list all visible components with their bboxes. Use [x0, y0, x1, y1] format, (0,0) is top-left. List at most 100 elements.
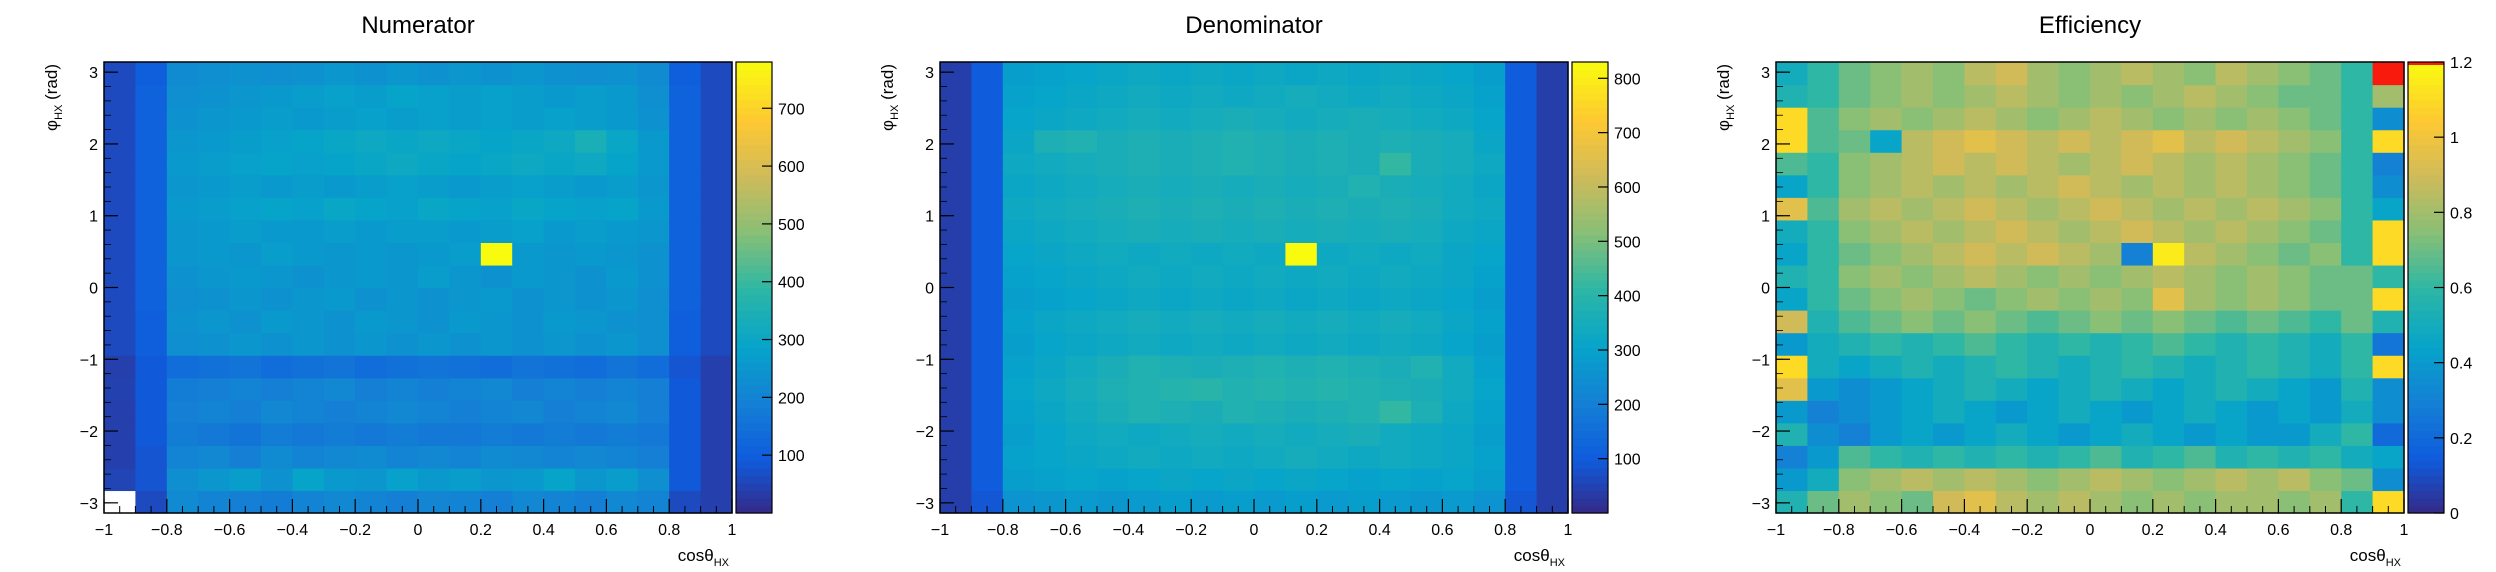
heatmap-cell	[1807, 84, 1840, 108]
heatmap-cell	[1473, 422, 1506, 446]
heatmap-cell	[1964, 219, 1997, 243]
heatmap-cell	[323, 445, 356, 469]
heatmap-cell	[292, 219, 325, 243]
heatmap-cell	[1348, 445, 1381, 469]
heatmap-cell	[1316, 84, 1349, 108]
heatmap-cell	[1348, 174, 1381, 198]
colorbar-segment	[2408, 302, 2444, 311]
heatmap-cell	[700, 129, 733, 153]
heatmap-cell	[1411, 422, 1443, 446]
heatmap-cell	[480, 84, 513, 108]
heatmap-cell	[1995, 264, 2028, 289]
heatmap-cell	[2215, 152, 2248, 176]
colorbar-segment	[1572, 445, 1608, 454]
heatmap-cell	[1901, 467, 1934, 492]
heatmap-cell	[2121, 310, 2154, 334]
heatmap-cell	[2090, 332, 2122, 356]
heatmap-cell	[1995, 62, 2028, 86]
heatmap-cell	[637, 152, 670, 176]
colorbar-segment	[736, 355, 772, 364]
heatmap-cell	[637, 197, 670, 221]
colorbar-segment	[1572, 167, 1608, 176]
heatmap-cell	[1034, 377, 1067, 401]
heatmap-cell	[637, 377, 670, 401]
heatmap-cell	[2027, 377, 2060, 401]
heatmap-cell	[1901, 287, 1934, 311]
heatmap-cell	[1191, 264, 1224, 289]
heatmap-cell	[1379, 219, 1412, 243]
heatmap-cell	[1065, 152, 1098, 176]
heatmap-cell	[2090, 152, 2122, 176]
heatmap-cell	[1442, 242, 1475, 266]
heatmap-cell	[1065, 490, 1098, 514]
heatmap-cell	[355, 355, 388, 379]
heatmap-cell	[1838, 355, 1871, 379]
heatmap-cell	[418, 129, 450, 153]
heatmap-cell	[1379, 129, 1412, 153]
heatmap-cell	[292, 422, 325, 446]
heatmap-cell	[575, 174, 607, 198]
heatmap-cell	[1316, 129, 1349, 153]
heatmap-cell	[2372, 467, 2405, 492]
heatmap-cell	[1473, 174, 1506, 198]
heatmap-cell	[418, 152, 450, 176]
heatmap-cell	[2247, 174, 2279, 198]
heatmap-cell	[166, 219, 199, 243]
heatmap-cell	[1379, 445, 1412, 469]
heatmap-cell	[2341, 490, 2374, 514]
heatmap-cell	[104, 152, 136, 176]
heatmap-cell	[2215, 107, 2248, 131]
chart-panel-2: −1 −0.8 −0.6 −0.4 −0.2 0 0.2 0.4 0.6 0.8 1 −3 −2 −1 0 1…	[878, 12, 1641, 569]
heatmap-cell	[166, 84, 199, 108]
heatmap-cell	[449, 107, 482, 131]
heatmap-cell	[355, 445, 388, 469]
colorbar-segment	[1572, 152, 1608, 161]
heatmap-cell	[1379, 62, 1412, 86]
colorbar-segment	[736, 452, 772, 461]
heatmap-cell	[2372, 62, 2405, 86]
heatmap-cell	[229, 174, 262, 198]
heatmap-cell	[1002, 84, 1035, 108]
colorbar-segment	[736, 182, 772, 191]
heatmap-cell	[2247, 467, 2279, 492]
heatmap-cell	[1838, 287, 1871, 311]
heatmap-cell	[1776, 219, 1808, 243]
heatmap-cell	[971, 355, 1004, 379]
colorbar-segment	[736, 144, 772, 153]
heatmap-cell	[1933, 84, 1965, 108]
heatmap-cell	[575, 355, 607, 379]
heatmap-cell	[2247, 332, 2279, 356]
heatmap-cell	[637, 490, 670, 514]
heatmap-cell	[575, 310, 607, 334]
colorbar-segment	[736, 114, 772, 123]
colorbar-segment	[736, 437, 772, 446]
heatmap-cell	[2027, 62, 2060, 86]
heatmap-cell	[1002, 355, 1035, 379]
heatmap-cell	[2309, 400, 2342, 424]
heatmap-cell	[1933, 107, 1965, 131]
heatmap-cell	[1159, 84, 1192, 108]
heatmap-cell	[669, 377, 702, 401]
heatmap-cell	[971, 490, 1004, 514]
heatmap-cell	[229, 377, 262, 401]
heatmap-cell	[512, 332, 545, 356]
heatmap-cell	[1002, 197, 1035, 221]
heatmap-cell	[480, 355, 513, 379]
heatmap-cell	[1807, 264, 1840, 289]
heatmap-cell	[261, 467, 293, 492]
heatmap-cell	[355, 174, 388, 198]
heatmap-cell	[1505, 129, 1538, 153]
heatmap-cell	[1002, 242, 1035, 266]
heatmap-cell	[323, 264, 356, 289]
heatmap-cell	[418, 355, 450, 379]
heatmap-cell	[2278, 129, 2311, 153]
heatmap-cell	[1807, 62, 1840, 86]
heatmap-cell	[512, 377, 545, 401]
heatmap-cell	[1807, 377, 1840, 401]
heatmap-cell	[1411, 242, 1443, 266]
heatmap-cell	[669, 107, 702, 131]
colorbar-tick-label: 800	[1614, 71, 1641, 88]
heatmap-cell	[606, 422, 639, 446]
heatmap-cell	[1473, 490, 1506, 514]
heatmap-cell	[2027, 400, 2060, 424]
